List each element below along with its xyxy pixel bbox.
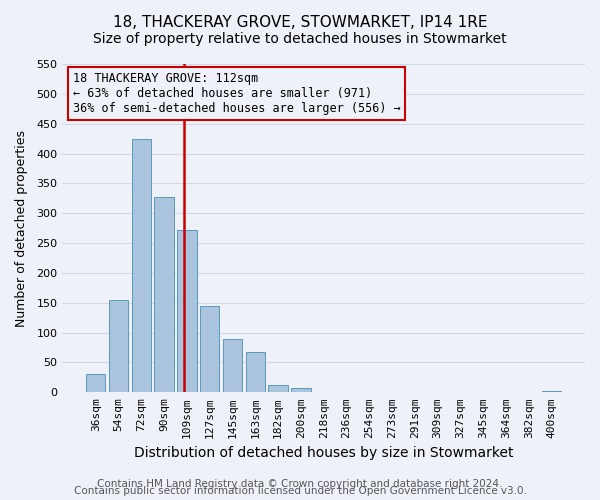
- Bar: [131, 138, 151, 392]
- Bar: [154, 196, 174, 392]
- Bar: [268, 385, 288, 392]
- Text: Size of property relative to detached houses in Stowmarket: Size of property relative to detached ho…: [93, 32, 507, 46]
- Bar: [245, 352, 265, 393]
- Bar: [177, 230, 197, 392]
- Bar: [542, 391, 561, 392]
- Text: 18, THACKERAY GROVE, STOWMARKET, IP14 1RE: 18, THACKERAY GROVE, STOWMARKET, IP14 1R…: [113, 15, 487, 30]
- Bar: [291, 388, 311, 392]
- Bar: [223, 338, 242, 392]
- Text: 18 THACKERAY GROVE: 112sqm
← 63% of detached houses are smaller (971)
36% of sem: 18 THACKERAY GROVE: 112sqm ← 63% of deta…: [73, 72, 401, 115]
- X-axis label: Distribution of detached houses by size in Stowmarket: Distribution of detached houses by size …: [134, 446, 514, 460]
- Bar: [109, 300, 128, 392]
- Text: Contains HM Land Registry data © Crown copyright and database right 2024.: Contains HM Land Registry data © Crown c…: [97, 479, 503, 489]
- Text: Contains public sector information licensed under the Open Government Licence v3: Contains public sector information licen…: [74, 486, 526, 496]
- Y-axis label: Number of detached properties: Number of detached properties: [15, 130, 28, 326]
- Bar: [200, 306, 220, 392]
- Bar: [86, 374, 106, 392]
